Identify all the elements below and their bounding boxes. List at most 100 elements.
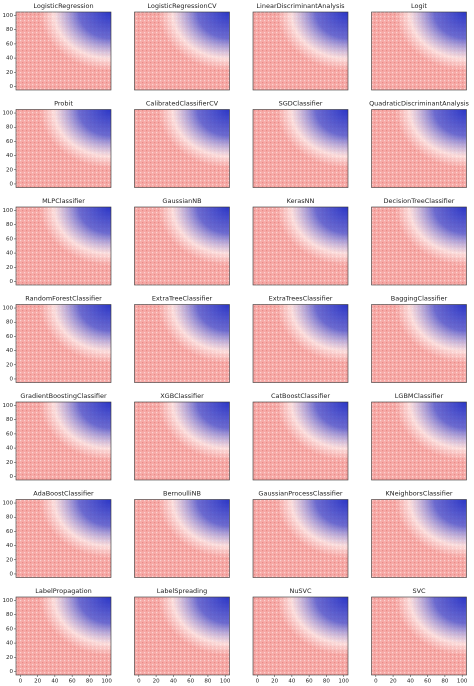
x-tick-label: 80 [86,679,93,685]
panel-title: XGBClassifier [160,392,204,400]
panel-title: GaussianProcessClassifier [258,490,342,498]
y-tick-label: 0 [10,571,14,577]
surface-blue [371,109,467,188]
panel-title: KNeighborsClassifier [385,490,452,498]
y-tick-label: 100 [3,208,14,214]
axes-frame [15,11,112,91]
panel-title: DecisionTreeClassifier [384,197,455,205]
x-tick-label: 60 [69,679,76,685]
y-tick-label: 20 [6,460,13,466]
surface-blue [371,207,467,285]
x-tick-label: 60 [187,679,194,685]
axes-frame [15,499,112,578]
y-tick-label: 0 [10,84,14,90]
y-tick-label: 80 [6,27,13,33]
panel-title: LogisticRegressionCV [147,2,217,10]
surface-blue [371,597,467,675]
panel-title: CatBoostClassifier [271,392,330,400]
axes-frame [252,596,349,676]
panel-title: GradientBoostingClassifier [20,392,107,400]
y-tick-label: 80 [6,515,13,521]
surface-blue [253,304,348,383]
panel-title: KerasNN [287,197,315,205]
axes-frame [15,304,112,383]
panel-title: SVC [412,587,426,595]
axes-frame [15,401,112,481]
panel-title: Logit [411,2,427,10]
surface-blue [134,109,230,188]
axes-frame [252,206,349,286]
axes-frame [15,596,112,676]
y-tick-label: 0 [10,474,14,480]
y-tick-label: 60 [6,334,13,340]
surface-blue [371,304,467,383]
y-tick-label: 60 [6,41,13,47]
x-tick-label: 40 [170,679,177,685]
axes-frame [252,11,349,91]
y-tick-label: 100 [3,111,14,117]
axes-frame [134,401,230,481]
surface-blue [16,402,111,480]
panel-title: QuadraticDiscriminantAnalysis [369,100,469,108]
surface-blue [253,597,348,675]
y-tick-label: 100 [3,501,14,507]
x-tick-label: 20 [390,679,397,685]
axes-frame [134,304,230,383]
panel-title: MLPClassifier [42,197,85,205]
panel-title: ExtraTreeClassifier [152,295,213,303]
y-tick-label: 20 [6,362,13,368]
x-tick-label: 40 [288,679,295,685]
panel-title: BaggingClassifier [391,295,448,303]
x-tick-label: 60 [424,679,431,685]
y-tick-label: 0 [10,181,14,187]
y-tick-label: 100 [3,306,14,312]
y-tick-label: 80 [6,125,13,131]
surface-blue [371,12,467,90]
x-tick-label: 20 [34,679,41,685]
panel-title: AdaBoostClassifier [33,490,94,498]
y-tick-label: 40 [6,56,13,62]
x-tick-label: 80 [441,679,448,685]
surface-blue [134,499,230,578]
axes-frame [134,206,230,286]
y-tick-label: 60 [6,139,13,145]
surface-blue [134,597,230,675]
panel-title: CalibratedClassifierCV [146,100,219,108]
surface-blue [16,109,111,188]
x-tick-label: 0 [374,679,378,685]
y-tick-label: 20 [6,655,13,661]
surface-blue [16,499,111,578]
axes-frame [371,11,467,91]
axes-frame [371,304,467,383]
y-tick-label: 20 [6,167,13,173]
y-tick-label: 40 [6,153,13,159]
axes-frame [15,109,112,188]
axes-frame [134,11,230,91]
surface-blue [134,304,230,383]
x-tick-label: 100 [338,679,349,685]
y-tick-label: 40 [6,446,13,452]
panel-title: BernoulliNB [163,490,201,498]
panel-title: RandomForestClassifier [25,295,102,303]
surface-blue [16,207,111,285]
y-tick-label: 0 [10,669,14,675]
surface-blue [371,402,467,480]
y-tick-label: 80 [6,320,13,326]
y-tick-label: 0 [10,376,14,382]
x-tick-label: 0 [256,679,260,685]
y-tick-label: 20 [6,557,13,563]
panel-title: LinearDiscriminantAnalysis [256,2,345,10]
axes-frame [252,109,349,188]
y-tick-label: 80 [6,417,13,423]
y-tick-label: 100 [3,403,14,409]
x-tick-label: 20 [271,679,278,685]
y-tick-label: 100 [3,598,14,604]
x-tick-label: 0 [137,679,141,685]
surface-blue [371,499,467,578]
x-tick-label: 100 [101,679,112,685]
axes-frame [371,401,467,481]
x-tick-label: 60 [306,679,313,685]
y-tick-label: 0 [10,279,14,285]
x-tick-label: 80 [323,679,330,685]
